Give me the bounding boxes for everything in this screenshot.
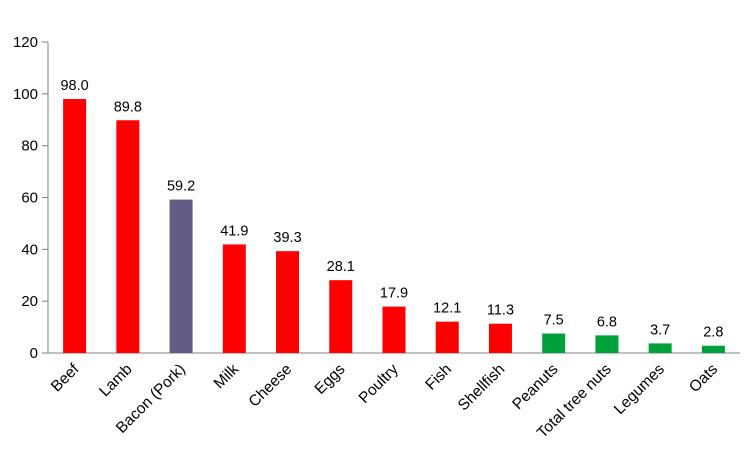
y-axis-tick-label: 80 (21, 138, 38, 155)
x-axis-label-eggs: Eggs (312, 361, 349, 398)
x-axis-label-peanuts: Peanuts (509, 361, 561, 413)
bar-peanuts (542, 333, 566, 353)
value-label-eggs: 28.1 (327, 259, 355, 275)
x-axis-label-oats: Oats (686, 361, 721, 396)
y-axis-tick-label: 60 (21, 190, 38, 207)
value-label-milk: 41.9 (220, 223, 248, 239)
value-label-legumes: 3.7 (650, 322, 670, 338)
value-label-shellfish: 11.3 (487, 303, 514, 319)
value-label-bacon-pork: 59.2 (167, 179, 195, 195)
value-label-oats: 2.8 (703, 325, 723, 341)
bar-bacon-pork (169, 199, 193, 353)
x-axis-label-poultry: Poultry (356, 361, 402, 407)
bar-beef (63, 99, 87, 354)
value-label-cheese: 39.3 (273, 230, 301, 246)
y-axis-tick-label: 0 (30, 345, 38, 362)
x-axis-label-shellfish: Shellfish (455, 361, 508, 414)
bar-shellfish (488, 323, 512, 353)
bar-milk (222, 244, 246, 353)
bar-total-tree-nuts (595, 335, 619, 353)
x-axis-label-lamb: Lamb (96, 361, 135, 400)
x-axis-label-milk: Milk (211, 361, 243, 393)
bar-poultry (382, 306, 406, 353)
y-axis-tick-label: 40 (21, 241, 38, 258)
bar-legumes (648, 343, 672, 353)
x-axis-label-beef: Beef (48, 360, 83, 395)
value-label-peanuts: 7.5 (544, 313, 564, 329)
bar-eggs (329, 280, 353, 353)
y-axis-tick-label: 20 (21, 293, 38, 310)
bar-lamb (116, 120, 140, 353)
value-label-fish: 12.1 (433, 301, 461, 317)
value-label-poultry: 17.9 (380, 286, 408, 302)
x-axis-label-fish: Fish (422, 361, 455, 394)
y-axis-tick-label: 100 (13, 86, 38, 103)
bar-fish (435, 321, 459, 353)
value-label-beef: 98.0 (60, 78, 88, 94)
x-axis-label-cheese: Cheese (246, 361, 296, 411)
value-label-lamb: 89.8 (114, 99, 142, 115)
bar-cheese (276, 251, 300, 353)
value-label-total-tree-nuts: 6.8 (597, 314, 617, 330)
bar-oats (701, 345, 725, 353)
x-axis-label-legumes: Legumes (611, 361, 668, 418)
y-axis-tick-label: 120 (13, 34, 38, 51)
